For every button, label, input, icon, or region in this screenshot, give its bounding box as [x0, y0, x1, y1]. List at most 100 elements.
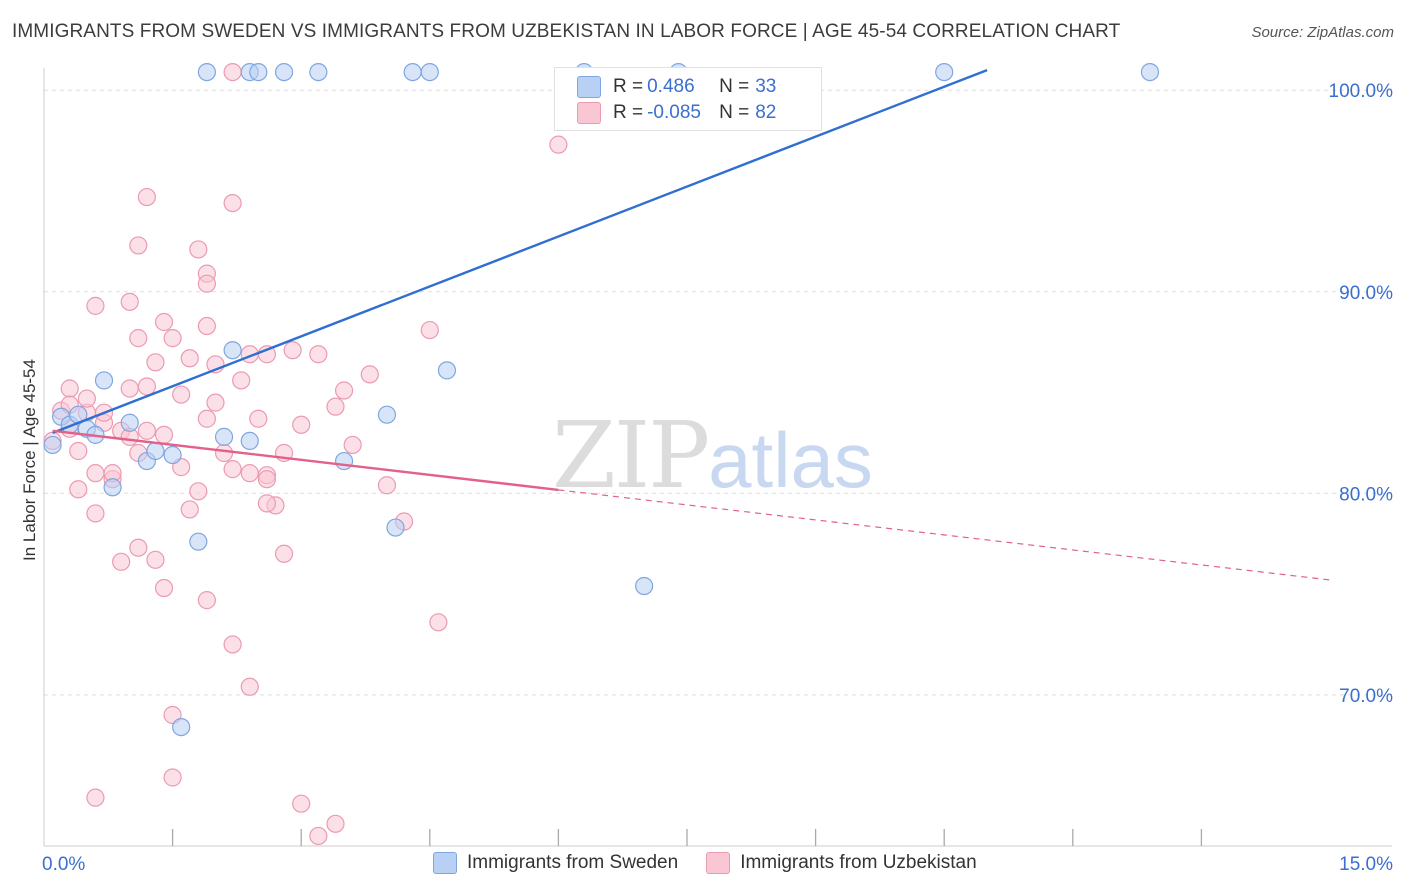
uzbekistan-point	[154, 425, 174, 444]
sweden-point	[403, 62, 422, 82]
sweden-point	[94, 371, 114, 390]
r-value-sweden: 0.486	[647, 76, 695, 97]
uzbekistan-point	[257, 470, 277, 489]
sweden-point	[635, 576, 654, 596]
y-tick-label: 100.0%	[1329, 81, 1394, 102]
legend-item-sweden[interactable]: Immigrants from Sweden	[433, 852, 678, 874]
legend-item-uzbekistan[interactable]: Immigrants from Uzbekistan	[706, 852, 977, 874]
uzbekistan-point	[86, 464, 105, 483]
uzbekistan-point	[112, 552, 131, 571]
uzbekistan-point	[334, 381, 354, 400]
uzbekistan-point	[429, 613, 448, 632]
sweden-point	[249, 62, 268, 82]
sweden-point	[437, 361, 457, 380]
x-tick-label: 0.0%	[42, 854, 85, 875]
tick-labels: 70.0% 80.0% 90.0% 100.0% 0.0% 15.0%	[42, 81, 1393, 875]
sweden-point	[103, 478, 122, 497]
sweden-point	[377, 405, 397, 424]
sweden-point	[189, 532, 208, 551]
uzbekistan-point	[86, 504, 105, 523]
series-legend: Immigrants from Sweden Immigrants from U…	[433, 852, 1005, 874]
uzbekistan-point	[163, 329, 182, 348]
sweden-point	[120, 413, 139, 432]
uzbekistan-point	[180, 349, 199, 368]
uzbekistan-point	[197, 316, 216, 336]
uzbekistan-point	[223, 193, 242, 213]
source-label: Source: ZipAtlas.com	[1251, 24, 1394, 41]
uzbekistan-point	[257, 494, 277, 513]
uzbekistan-point	[223, 460, 242, 479]
sweden-point	[386, 518, 405, 537]
sweden-point	[223, 341, 242, 360]
uzbekistan-point	[257, 345, 277, 364]
uzbekistan-point	[232, 371, 251, 390]
uzbekistan-trend-dashed	[558, 489, 1331, 581]
n-label: N =	[719, 102, 750, 123]
watermark-zip: ZIP	[552, 402, 710, 509]
legend-label-uzbekistan: Immigrants from Uzbekistan	[740, 852, 977, 873]
legend-label-sweden: Immigrants from Sweden	[467, 852, 679, 873]
uzbekistan-point	[274, 544, 294, 563]
uzbekistan-point	[137, 377, 156, 396]
r-value-uzbekistan: -0.085	[647, 102, 701, 123]
sweden-point	[214, 427, 234, 446]
uzbekistan-point	[137, 421, 156, 440]
uzbekistan-point	[206, 393, 225, 412]
uzbekistan-point	[223, 635, 242, 654]
chart-title: IMMIGRANTS FROM SWEDEN VS IMMIGRANTS FRO…	[12, 21, 1121, 42]
uzbekistan-point	[197, 591, 216, 610]
n-value-sweden: 33	[755, 76, 777, 97]
uzbekistan-point	[326, 814, 345, 833]
uzbekistan-point	[223, 62, 242, 82]
n-value-uzbekistan: 82	[755, 102, 777, 123]
uzbekistan-point	[137, 187, 156, 207]
uzbekistan-point	[120, 292, 139, 311]
uzbekistan-point	[197, 274, 216, 293]
sweden-point	[43, 435, 62, 455]
uzbekistan-point	[420, 320, 439, 340]
uzbekistan-point	[77, 389, 96, 408]
sweden-point	[172, 717, 191, 737]
watermark-atlas: atlas	[708, 416, 873, 504]
uzbekistan-point	[283, 341, 302, 360]
uzbekistan-point	[172, 385, 191, 404]
x-tick-label: 15.0%	[1339, 854, 1393, 875]
uzbekistan-point	[163, 768, 182, 787]
grid-layer	[44, 89, 1392, 696]
uzbekistan-point	[86, 788, 105, 807]
uzbekistan-point	[154, 312, 174, 332]
uzbekistan-trend-solid	[52, 429, 559, 492]
sweden-point	[420, 62, 439, 82]
uzbekistan-point	[69, 441, 88, 461]
y-tick-label: 90.0%	[1339, 283, 1393, 304]
uzbekistan-point	[86, 296, 105, 315]
uzbekistan-point	[240, 464, 259, 483]
sweden-point	[197, 62, 216, 82]
legend-row-uzbekistan: R = -0.085 N = 82	[577, 101, 776, 125]
r-label: R =	[613, 76, 644, 97]
uzbekistan-point	[189, 240, 208, 259]
uzbekistan-point	[309, 345, 328, 364]
uzbekistan-point	[146, 550, 165, 569]
sweden-point	[163, 445, 182, 465]
y-tick-label: 80.0%	[1339, 484, 1393, 505]
sweden-point	[240, 431, 259, 451]
sweden-point	[146, 441, 165, 461]
sweden-point	[309, 62, 328, 82]
sweden-points	[43, 62, 1160, 737]
sweden-point	[935, 62, 954, 82]
uzbekistan-point	[292, 794, 311, 813]
uzbekistan-point	[180, 500, 199, 519]
uzbekistan-point	[309, 826, 328, 846]
uzbekistan-point	[129, 329, 148, 348]
sweden-swatch	[433, 852, 457, 874]
r-label: R =	[613, 102, 644, 123]
sweden-point	[1140, 62, 1160, 82]
uzbekistan-point	[360, 365, 379, 384]
uzbekistan-point	[197, 409, 216, 428]
uzbekistan-points	[43, 62, 568, 846]
correlation-legend: R = 0.486 N = 33 R = -0.085 N = 82	[554, 67, 822, 131]
sweden-swatch	[577, 76, 601, 98]
watermark: ZIPatlas	[552, 402, 873, 509]
